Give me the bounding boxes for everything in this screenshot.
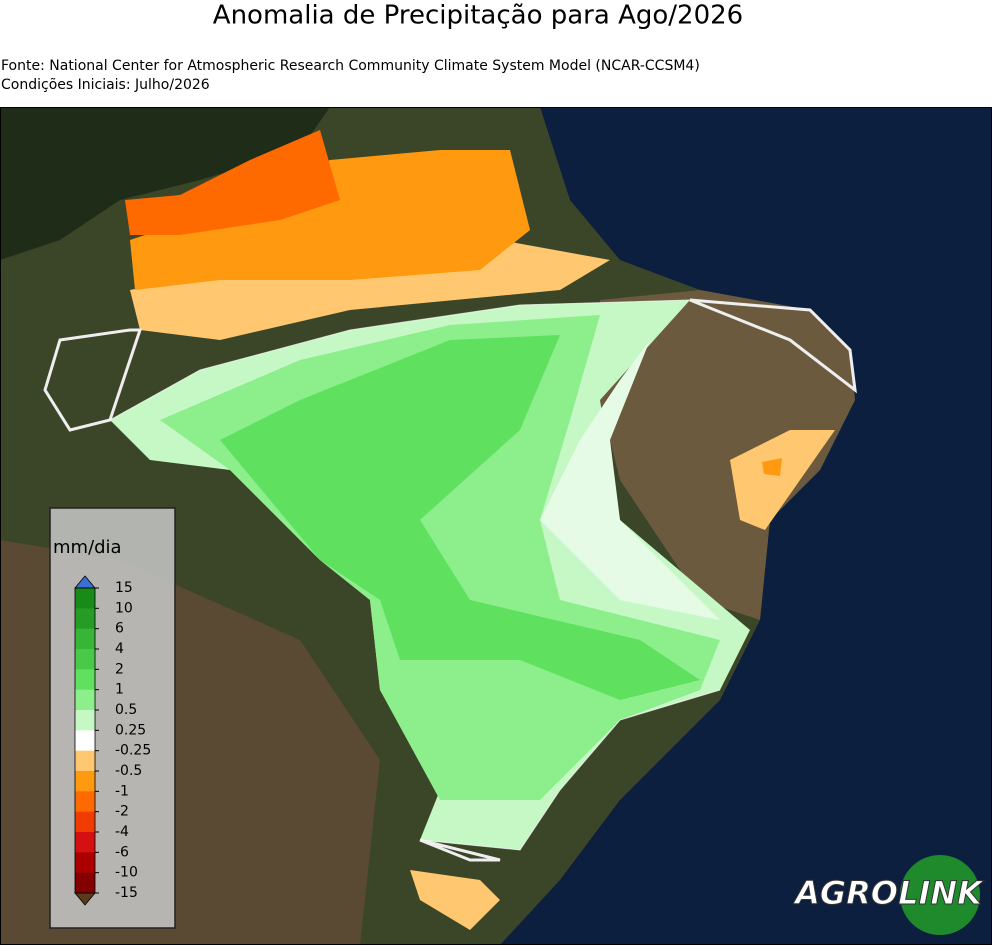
colorbar-bin — [75, 791, 95, 813]
colorbar-tick-label: 0.5 — [115, 702, 137, 718]
colorbar-tick-label: -0.25 — [115, 743, 151, 759]
zone-pale — [540, 340, 720, 620]
legend-box — [49, 507, 176, 929]
colorbar-bin — [75, 608, 95, 630]
colorbar-tick-label: -4 — [115, 824, 129, 840]
colorbar-tick-label: 1 — [115, 682, 124, 698]
colorbar-bin — [75, 872, 95, 894]
colorbar-tick-label: 10 — [115, 600, 133, 616]
initial-conditions: Condições Iniciais: Julho/2026 — [1, 77, 210, 93]
legend-unit: mm/dia — [53, 537, 122, 558]
zone-orange — [130, 150, 530, 290]
colorbar-bin — [75, 832, 95, 853]
colorbar-bin — [75, 710, 95, 731]
ocean — [500, 107, 992, 945]
zone-ne-orange — [730, 430, 835, 530]
colorbar-bin — [75, 811, 95, 833]
colorbar-bin — [75, 852, 95, 874]
zone-light-orange — [130, 240, 610, 340]
colorbar-bin — [75, 730, 95, 752]
colorbar-bin — [75, 750, 95, 772]
colorbar-tick-label: -1 — [115, 783, 129, 799]
colorbar-tick-label: -2 — [115, 804, 129, 820]
zone-mid-green — [220, 335, 700, 700]
source: Fonte: National Center for Atmospheric R… — [1, 58, 700, 74]
forest — [0, 107, 330, 260]
colorbar-tick-label: -6 — [115, 844, 129, 860]
logo-circle — [900, 855, 980, 935]
logo: AGRO LINK — [792, 855, 985, 935]
colorbar-bin — [75, 771, 95, 792]
northeast-land — [600, 290, 855, 620]
colorbar-bin — [75, 689, 95, 711]
colorbar-tick-label: 4 — [115, 641, 124, 657]
legend: mm/dia 15 10 6 4 2 1 0.5 0.25 -0.25 -0.5 -1 -2 -4 -6 -… — [49, 507, 176, 929]
colorbar-bin — [75, 628, 95, 650]
logo-right: LINK — [898, 874, 984, 912]
colorbar-tick-label: -15 — [115, 885, 138, 901]
title: Anomalia de Precipitação para Ago/2026 — [213, 1, 743, 31]
colorbar-bin — [75, 669, 95, 691]
colorbar-bin — [75, 649, 95, 670]
zone-dark-orange — [125, 130, 340, 235]
colorbar-tick-label: 2 — [115, 661, 124, 677]
colorbar-tick-label: -10 — [115, 865, 138, 881]
state-lines — [109, 299, 721, 851]
zone-south-orange — [410, 870, 500, 930]
colorbar-tick-label: 0.25 — [115, 722, 146, 738]
colorbar-bin — [75, 588, 95, 609]
colorbar-tick-label: 6 — [115, 621, 124, 637]
colorbar-tick-label: 15 — [115, 580, 133, 596]
border — [43, 298, 857, 862]
colorbar-tick-label: -0.5 — [115, 763, 142, 779]
colorbar-frame — [74, 587, 96, 894]
logo-left: AGRO — [792, 874, 898, 912]
zone-ne-dark — [762, 458, 782, 476]
